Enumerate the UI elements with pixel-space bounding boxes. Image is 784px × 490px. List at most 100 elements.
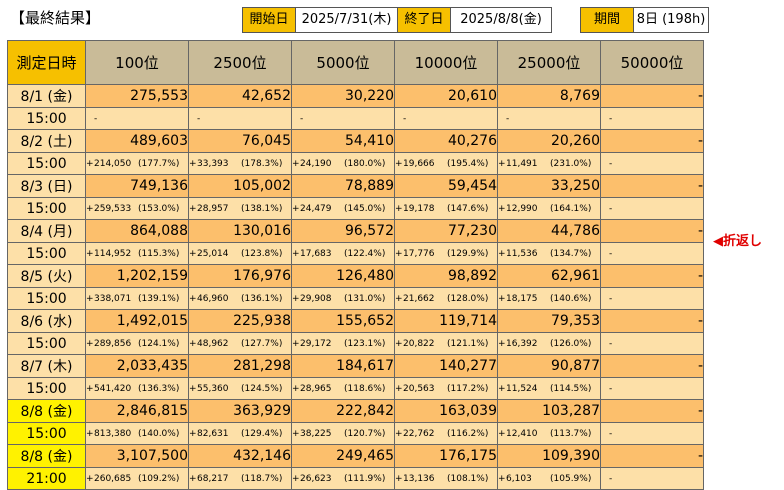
rank-diff: +16,392 (126.0%) [497, 332, 601, 355]
rank-diff: +38,225 (120.7%) [291, 422, 395, 445]
diff-value: 20,563 [403, 383, 435, 394]
diff-value: - [609, 203, 613, 214]
rank-diff: +22,762 (116.2%) [394, 422, 498, 445]
diff-percent: (131.0%) [344, 293, 386, 304]
diff-value: 12,990 [506, 203, 538, 214]
rank-diff: +24,479 (145.0%) [291, 197, 395, 220]
rank-value: 363,929 [188, 399, 292, 423]
rank-diff: - [600, 287, 704, 310]
row-time: 15:00 [7, 332, 86, 355]
rank-diff: - [188, 107, 292, 130]
period-value: 8日 (198h) [633, 7, 709, 33]
diff-value: - [609, 293, 613, 304]
diff-sign: + [498, 293, 506, 304]
diff-value: - [94, 113, 98, 124]
diff-value: 25,014 [197, 248, 229, 259]
column-header: 100位 [85, 40, 189, 85]
rank-value: - [600, 399, 704, 423]
diff-percent: (134.7%) [550, 248, 592, 259]
diff-value: 29,172 [300, 338, 332, 349]
diff-value: 259,533 [94, 203, 132, 214]
table-row: 15:00 +813,380 (140.0%) +82,631 (129.4%) +38,… [7, 422, 704, 445]
rank-diff: - [600, 107, 704, 130]
diff-percent: (105.9%) [550, 473, 592, 484]
rank-diff: +26,623 (111.9%) [291, 467, 395, 490]
rank-diff: +20,563 (117.2%) [394, 377, 498, 400]
diff-value: 541,420 [94, 383, 132, 394]
diff-value: 289,856 [94, 338, 132, 349]
diff-value: - [609, 338, 613, 349]
column-header: 5000位 [291, 40, 395, 85]
period-label: 期間 [580, 7, 634, 33]
diff-sign: + [292, 158, 300, 169]
diff-percent: (147.6%) [447, 203, 489, 214]
diff-sign: + [395, 383, 403, 394]
diff-value: 18,175 [506, 293, 538, 304]
diff-percent: (140.6%) [550, 293, 592, 304]
diff-sign: + [395, 158, 403, 169]
rank-diff: - [85, 107, 189, 130]
diff-percent: (120.7%) [344, 428, 386, 439]
rank-diff: +214,050 (177.7%) [85, 152, 189, 175]
diff-percent: (177.7%) [138, 158, 180, 169]
diff-sign: + [292, 248, 300, 259]
table-row: 15:00 +214,050 (177.7%) +33,393 (178.3%) +24,… [7, 152, 704, 175]
diff-value: - [609, 248, 613, 259]
rank-value: 96,572 [291, 219, 395, 243]
rank-diff: - [291, 107, 395, 130]
rank-diff: +48,962 (127.7%) [188, 332, 292, 355]
diff-value: 29,908 [300, 293, 332, 304]
diff-sign: + [86, 203, 94, 214]
rank-value: - [600, 444, 704, 468]
rank-diff: +11,524 (114.5%) [497, 377, 601, 400]
rank-value: 30,220 [291, 84, 395, 108]
diff-percent: (139.1%) [138, 293, 180, 304]
table-row: 8/4 (月) 864,088 130,016 96,572 77,230 44,786- [7, 219, 704, 243]
rank-diff: +17,683 (122.4%) [291, 242, 395, 265]
diff-value: 24,190 [300, 158, 332, 169]
rank-value: 130,016 [188, 219, 292, 243]
table-row: 15:00- - - - - - [7, 107, 704, 130]
row-time: 15:00 [7, 422, 86, 445]
table-row: 21:00 +260,685 (109.2%) +68,217 (118.7%) +26,… [7, 467, 704, 490]
diff-value: 338,071 [94, 293, 132, 304]
rank-diff: - [600, 242, 704, 265]
rank-value: 20,260 [497, 129, 601, 153]
rank-diff: - [600, 377, 704, 400]
rank-diff: +12,410 (113.7%) [497, 422, 601, 445]
column-header: 25000位 [497, 40, 601, 85]
diff-sign: + [189, 428, 197, 439]
diff-value: 55,360 [197, 383, 229, 394]
rank-value: 176,175 [394, 444, 498, 468]
table-row: 8/8 (金) 3,107,500 432,146 249,465 176,175 109… [7, 444, 704, 468]
diff-value: 20,822 [403, 338, 435, 349]
table-row: 15:00 +114,952 (115.3%) +25,014 (123.8%) +17,… [7, 242, 704, 265]
table-row: 8/3 (日) 749,136 105,002 78,889 59,454 33,250- [7, 174, 704, 198]
rank-value: 40,276 [394, 129, 498, 153]
rank-diff: - [497, 107, 601, 130]
rank-diff: +82,631 (129.4%) [188, 422, 292, 445]
diff-sign: + [86, 248, 94, 259]
diff-sign: + [395, 338, 403, 349]
turnaround-note: ◀折返し [713, 234, 762, 249]
end-date-value: 2025/8/8(金) [450, 7, 552, 33]
diff-sign: + [498, 383, 506, 394]
diff-sign: + [189, 248, 197, 259]
diff-value: 48,962 [197, 338, 229, 349]
row-date: 8/4 (月) [7, 219, 86, 243]
rank-value: - [600, 354, 704, 378]
rank-value: - [600, 219, 704, 243]
row-time: 15:00 [7, 107, 86, 130]
rank-value: 78,889 [291, 174, 395, 198]
diff-sign: + [498, 473, 506, 484]
diff-value: 33,393 [197, 158, 229, 169]
row-date: 8/5 (火) [7, 264, 86, 288]
diff-sign: + [498, 428, 506, 439]
rank-diff: +338,071 (139.1%) [85, 287, 189, 310]
diff-sign: + [86, 428, 94, 439]
rank-value: 249,465 [291, 444, 395, 468]
rank-value: 8,769 [497, 84, 601, 108]
rank-value: 1,492,015 [85, 309, 189, 333]
row-date: 8/8 (金) [7, 444, 86, 468]
diff-sign: + [292, 473, 300, 484]
